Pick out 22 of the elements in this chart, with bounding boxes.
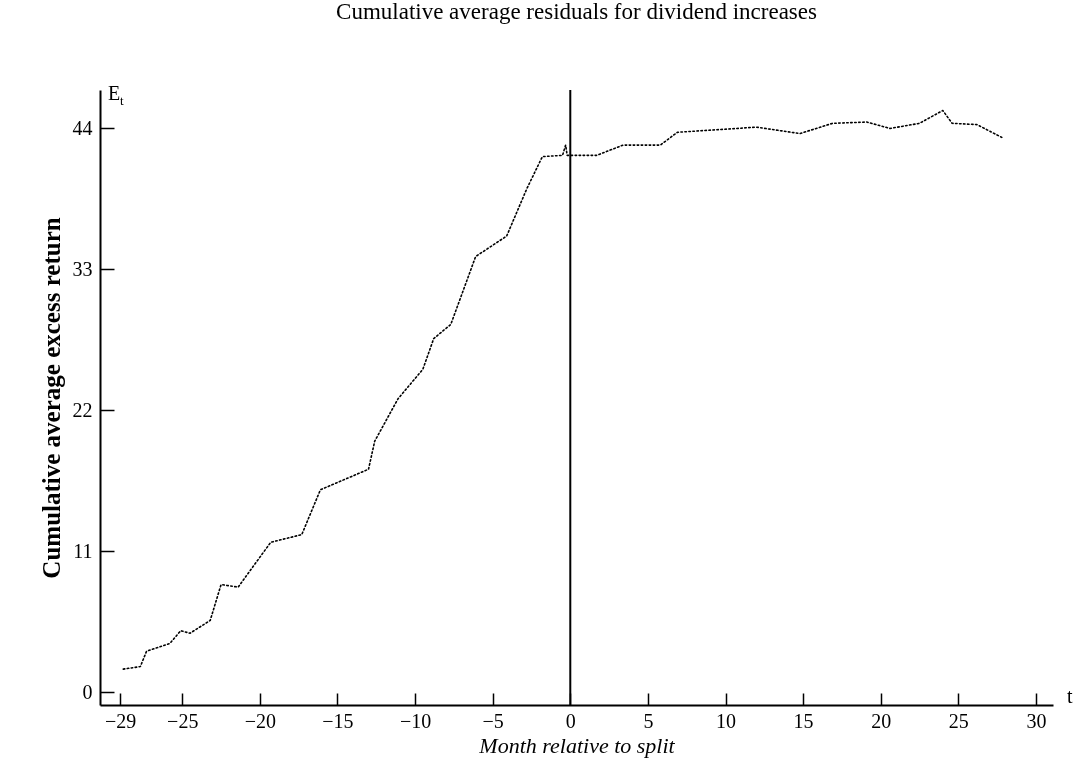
y-tick-label: 11	[73, 539, 93, 562]
text: t	[1067, 685, 1073, 707]
x-tick-label: −10	[399, 709, 432, 732]
x-tick-label: 20	[871, 709, 892, 732]
x-tick-label: 10	[716, 709, 736, 732]
x-tick-label: −20	[244, 709, 277, 732]
x-tick-label: 25	[948, 709, 969, 732]
y-tick-label: 33	[72, 257, 93, 280]
y-tick-label: 0	[82, 680, 93, 703]
x-axis-title: Month relative to split	[478, 732, 676, 758]
y-tick-label: 22	[72, 398, 93, 421]
x-tick-label: 5	[643, 709, 654, 732]
x-tick-label: −25	[167, 709, 199, 732]
y-axis-title: Cumulative average excess return	[37, 217, 65, 579]
x-tick-label: 0	[565, 709, 576, 732]
chart-title: Cumulative average residuals for dividend increases	[336, 0, 817, 24]
x-tick-label: −29	[105, 709, 137, 732]
x-tick-label: −15	[322, 709, 354, 732]
x-tick-label: 30	[1026, 709, 1047, 732]
y-tick-label: 44	[72, 116, 93, 139]
x-tick-label: 15	[793, 709, 814, 732]
x-tick-label: −5	[482, 709, 504, 732]
